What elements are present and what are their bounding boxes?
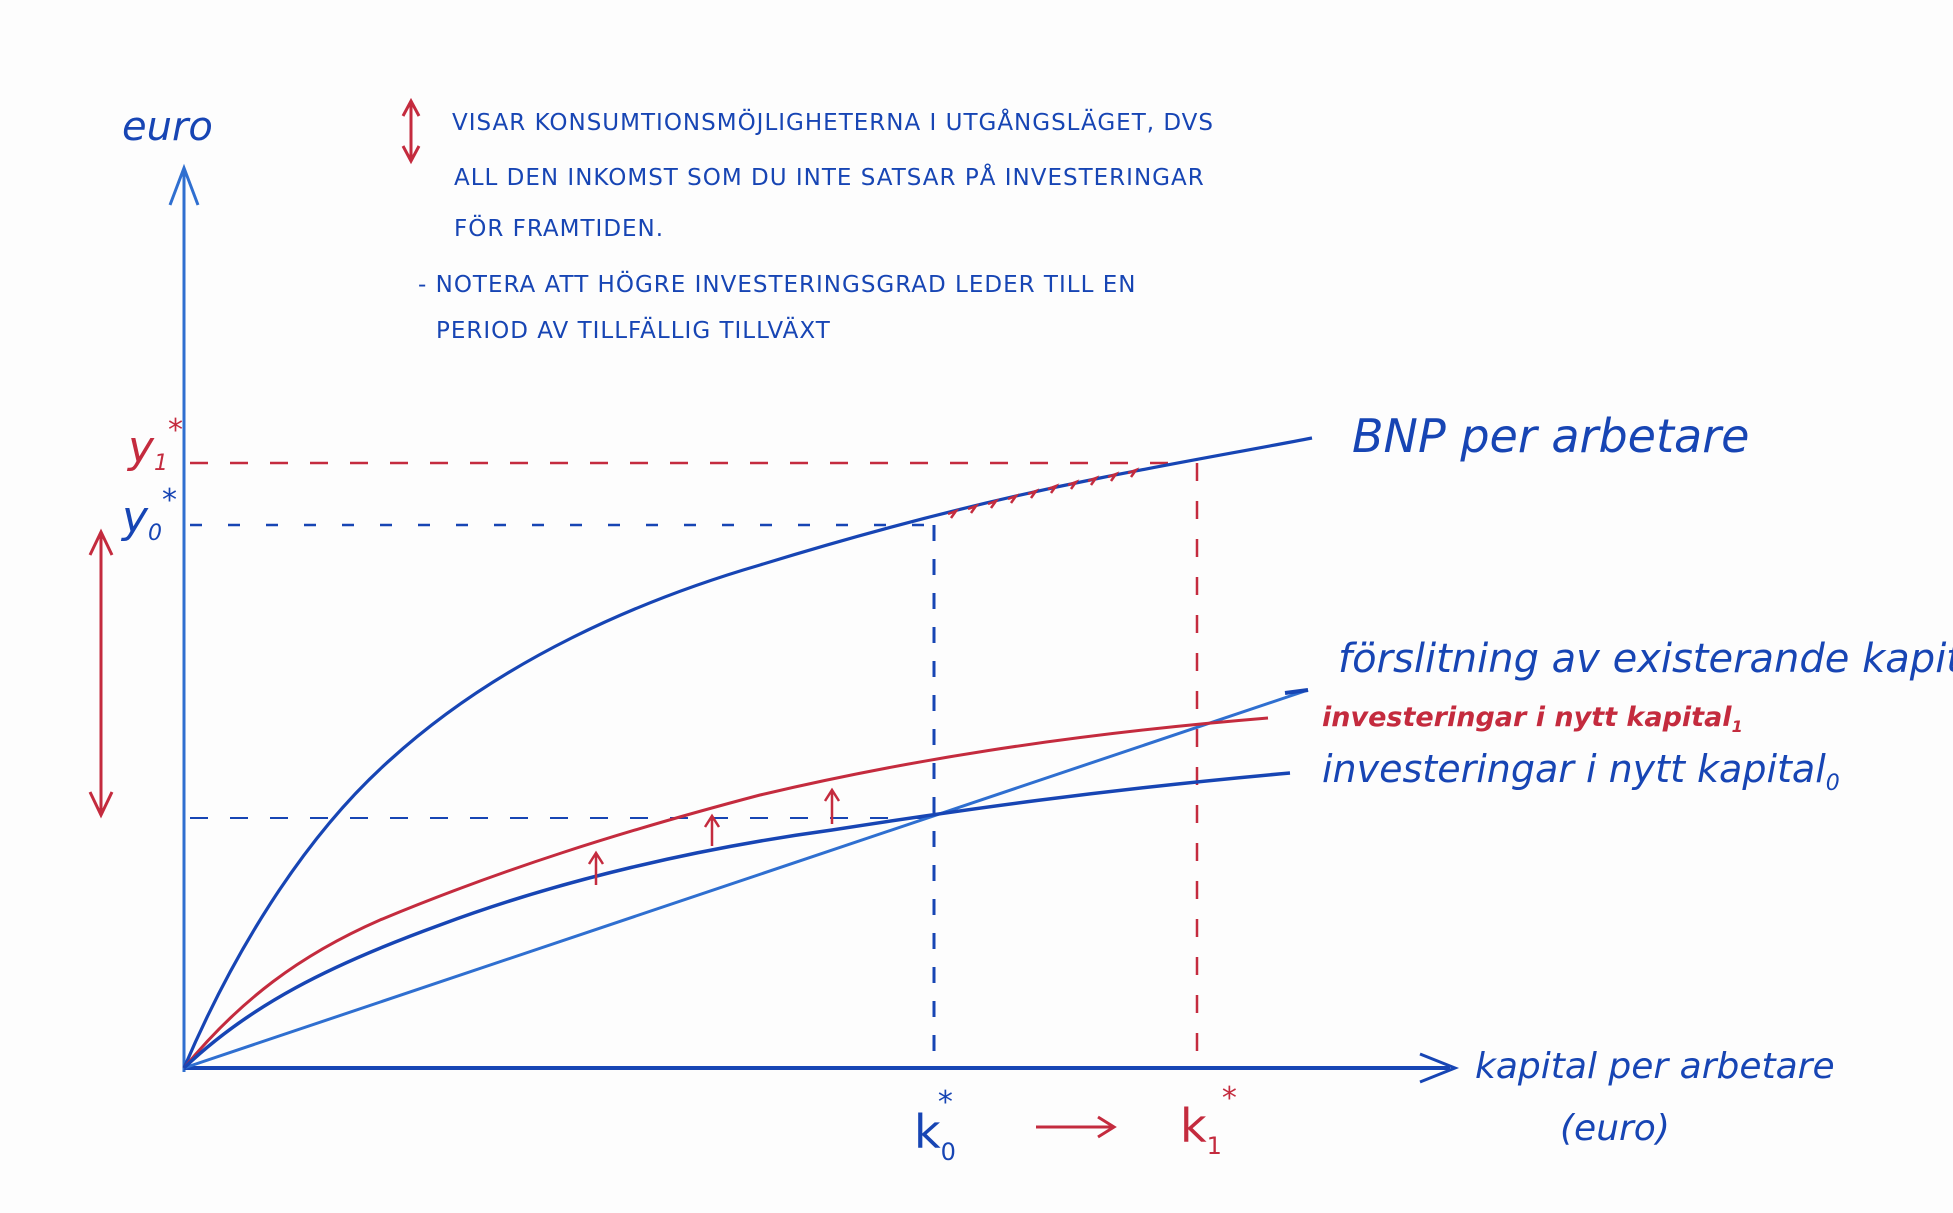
investment0-text: investeringar i nytt kapital — [1322, 747, 1826, 791]
x-axis-arrowhead — [1419, 1052, 1460, 1084]
investment-shift-arrows — [587, 787, 841, 885]
investment1-curve — [182, 716, 1269, 1069]
k0-star: * — [938, 1085, 953, 1120]
transition-arrow-4 — [1007, 493, 1020, 504]
transition-arrow-2 — [967, 503, 980, 514]
k0-star-label: k0 * — [914, 1085, 956, 1166]
depreciation-line-end — [1284, 688, 1309, 695]
y1-letter: y — [126, 422, 155, 473]
y-axis-arrowhead — [168, 163, 200, 206]
note-line-3: FÖR FRAMTIDEN. — [454, 214, 664, 242]
consumption-double-arrow — [88, 528, 114, 819]
transition-arrow-10 — [1127, 467, 1140, 478]
k1-subscript: 1 — [1207, 1132, 1222, 1160]
transition-arrow-5 — [1027, 488, 1040, 499]
shift-arrow-2 — [703, 813, 721, 846]
bnp-label: BNP per arbetare — [1352, 409, 1749, 463]
depreciation-line — [183, 688, 1309, 1070]
investment0-label: investeringar i nytt kapital0 — [1322, 747, 1840, 796]
transition-arrow-3 — [987, 498, 1000, 509]
y1-subscript: 1 — [154, 451, 168, 476]
note-line-1: VISAR KONSUMTIONSMÖJLIGHETERNA I UTGÅNGS… — [452, 108, 1214, 136]
y1-star-label: y1* — [126, 413, 183, 476]
y0-star: * — [162, 483, 177, 518]
shift-arrow-3 — [823, 787, 841, 824]
shift-arrow-1 — [587, 850, 605, 885]
notes-arrow-icon — [401, 97, 421, 165]
y0-star-label: y0* — [120, 483, 177, 546]
investment1-label: investeringar i nytt kapital1 — [1322, 702, 1743, 736]
depreciation-label: förslitning av existerande kapital — [1338, 636, 1953, 682]
transition-arrow-1 — [947, 508, 960, 519]
y0-subscript: 0 — [148, 521, 162, 546]
investment0-subscript: 0 — [1826, 771, 1840, 796]
bnp-curve — [182, 436, 1313, 1069]
y1-star: * — [168, 413, 183, 448]
note-line-4: - NOTERA ATT HÖGRE INVESTERINGSGRAD LEDE… — [418, 270, 1136, 298]
k1-star: * — [1222, 1081, 1237, 1116]
note-line-5: PERIOD AV TILLFÄLLIG TILLVÄXT — [436, 316, 831, 344]
x-axis-label-line1: kapital per arbetare — [1475, 1046, 1835, 1087]
transition-arrow-9 — [1107, 471, 1120, 482]
k-shift-arrow — [1036, 1115, 1117, 1139]
transition-arrow-8 — [1087, 475, 1100, 486]
k0-letter: k — [914, 1105, 941, 1159]
y0-letter: y — [120, 492, 149, 543]
transition-arrow-7 — [1067, 479, 1080, 490]
investment1-subscript: 1 — [1732, 717, 1743, 736]
k1-star-label: k1* — [1180, 1081, 1237, 1160]
k0-subscript: 0 — [941, 1138, 956, 1166]
y-axis-label: euro — [122, 104, 213, 150]
transition-arrows — [947, 467, 1140, 519]
investment1-text: investeringar i nytt kapital — [1322, 702, 1732, 733]
x-axis-label-line2: (euro) — [1560, 1108, 1670, 1149]
k1-letter: k — [1180, 1099, 1207, 1153]
investment0-curve — [182, 771, 1291, 1070]
transition-arrow-6 — [1047, 483, 1060, 494]
note-line-2: ALL DEN INKOMST SOM DU INTE SATSAR PÅ IN… — [454, 163, 1205, 191]
